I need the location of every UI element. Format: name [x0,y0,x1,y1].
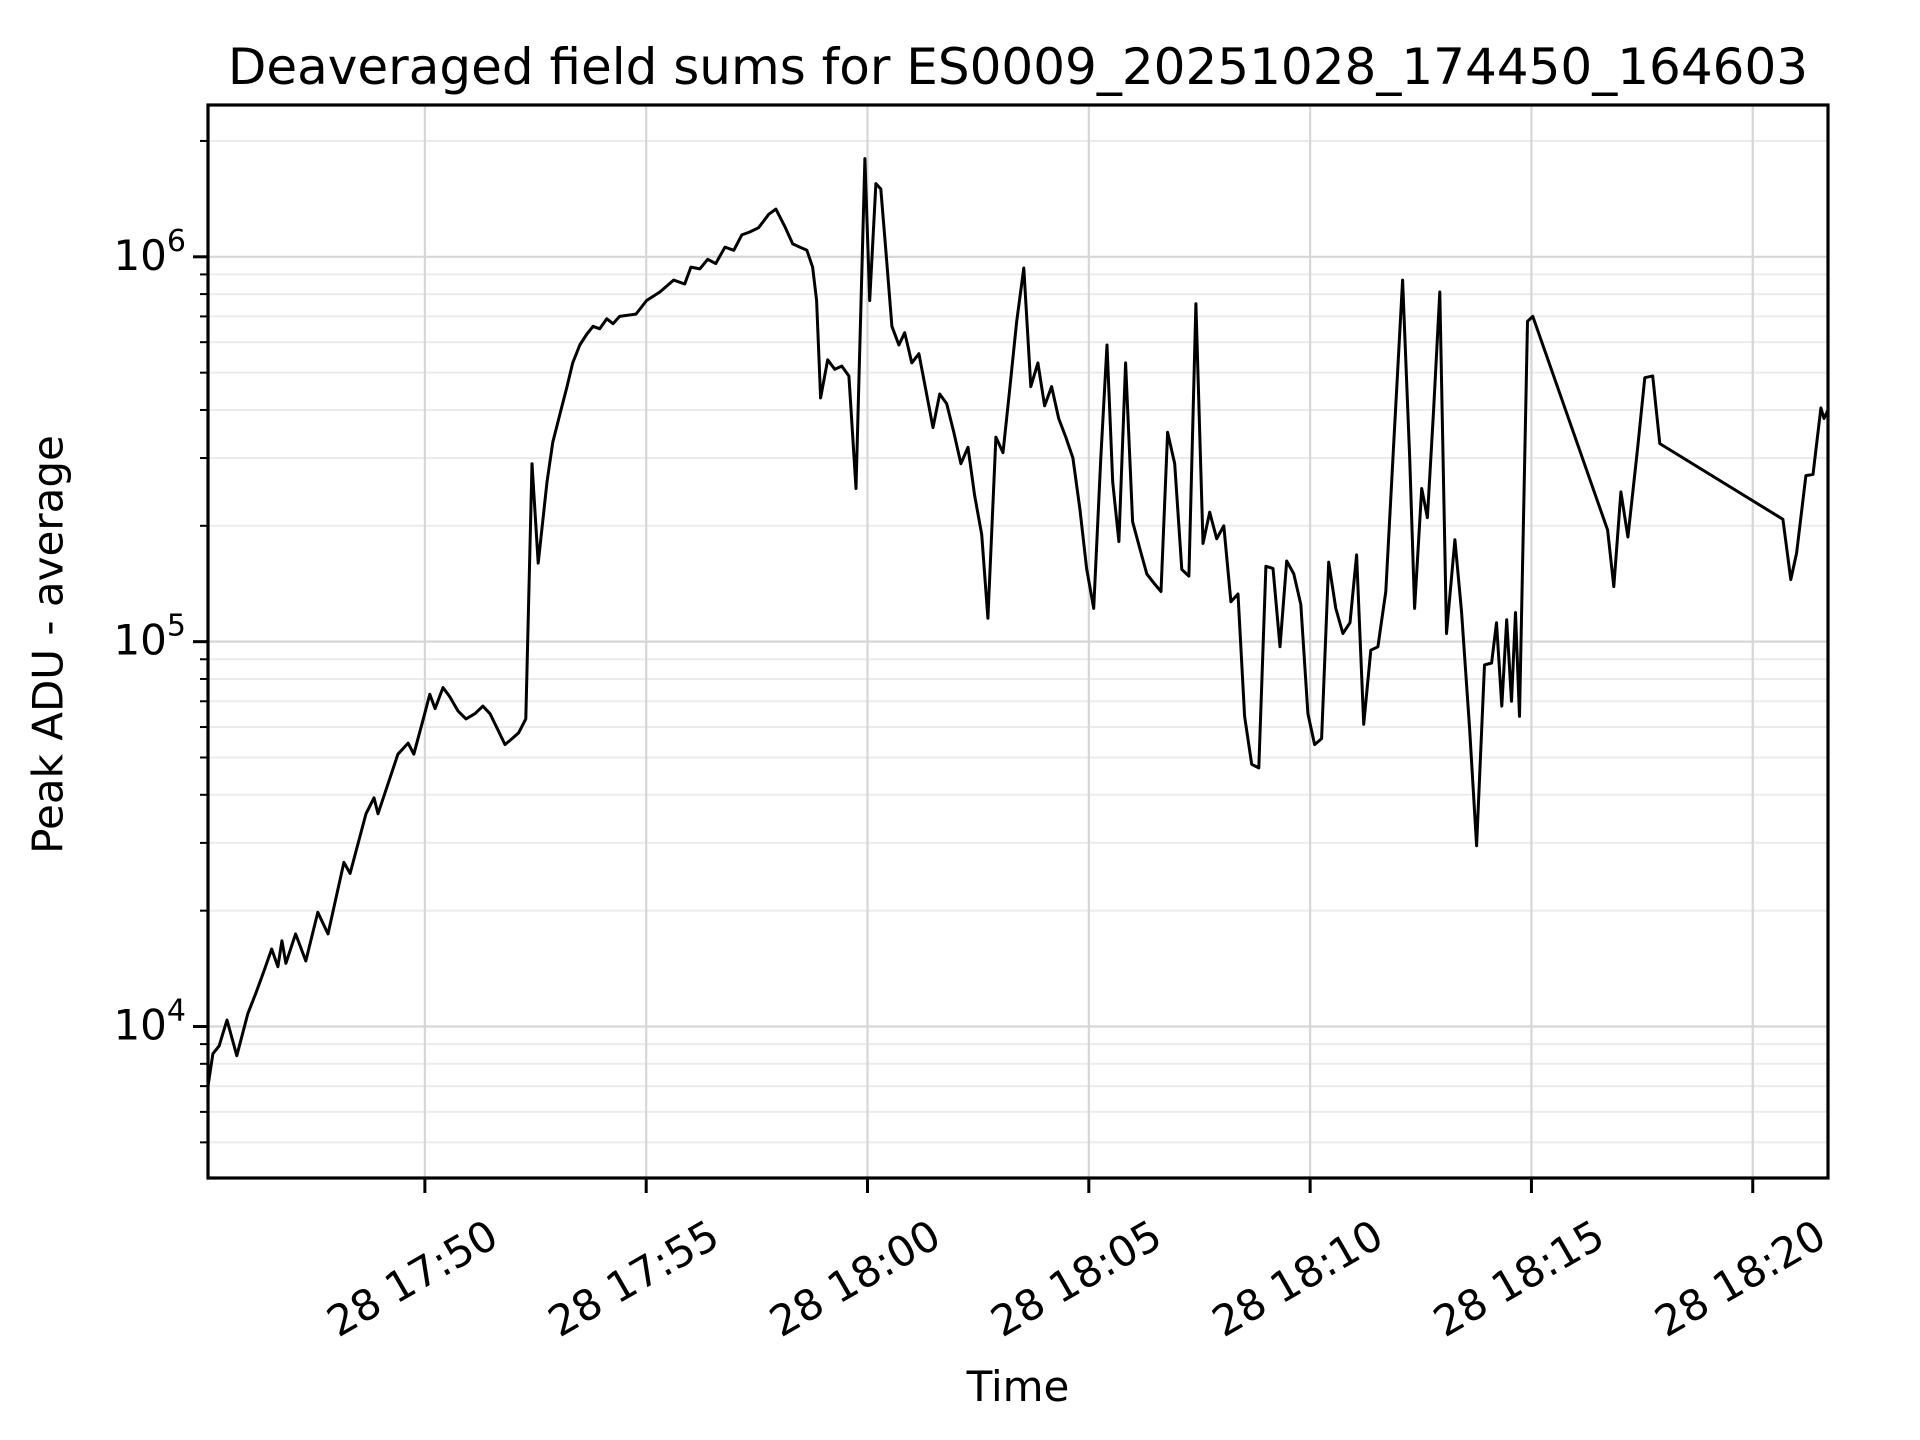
x-tick-label: 28 17:50 [319,1210,506,1346]
y-tick-label: 106 [113,224,186,280]
series-line [206,157,1830,1088]
x-tick-label: 28 17:55 [540,1210,727,1346]
x-tick-label: 28 18:20 [1647,1210,1834,1346]
y-axis-label: Peak ADU - average [23,435,73,854]
y-tick-label: 105 [113,609,186,665]
chart-title: Deaveraged field sums for ES0009_2025102… [227,38,1809,96]
x-tick-label: 28 18:00 [761,1210,948,1346]
x-axis-label: Time [966,1362,1070,1411]
x-tick-label: 28 18:05 [983,1210,1170,1346]
y-tick-label: 104 [113,994,186,1050]
x-tick-label: 28 18:15 [1425,1210,1612,1346]
x-tick-label: 28 18:10 [1204,1210,1391,1346]
